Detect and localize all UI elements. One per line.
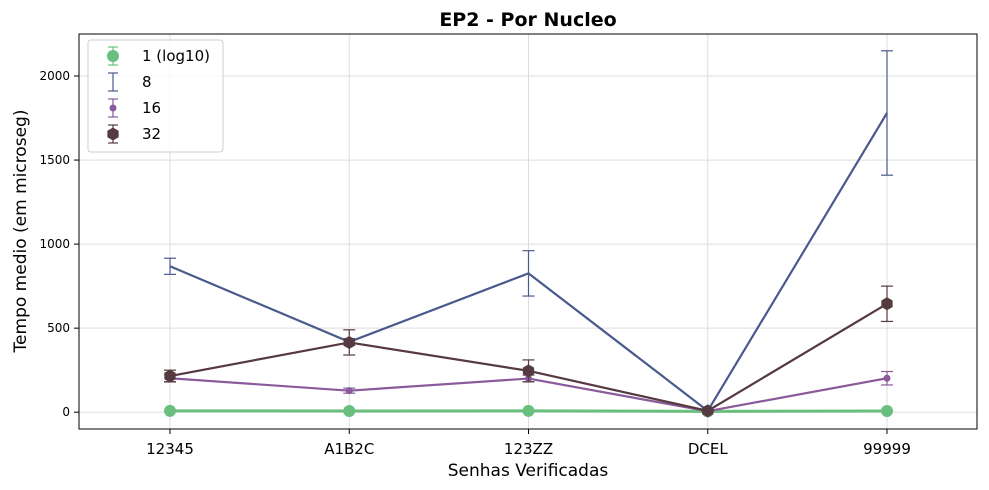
legend-label: 16	[142, 99, 161, 117]
y-tick-label: 1500	[39, 153, 70, 167]
x-axis: 12345 A1B2C 123ZZ DCEL 99999	[146, 429, 911, 458]
y-tick-label: 1000	[39, 237, 70, 251]
x-tick-label: 99999	[863, 440, 911, 458]
data-point	[881, 297, 893, 311]
x-tick-label: A1B2C	[324, 440, 374, 458]
x-tick-label: 12345	[146, 440, 194, 458]
legend-entry: 1 (log10)	[107, 46, 210, 66]
y-tick-label: 0	[62, 405, 70, 419]
data-point	[522, 364, 535, 378]
legend-marker	[107, 127, 119, 141]
legend-label: 8	[142, 73, 152, 91]
data-point	[345, 387, 353, 395]
legend-entry: 16	[108, 98, 161, 118]
legend-entry: 32	[107, 124, 161, 144]
x-axis-label: Senhas Verificadas	[448, 461, 609, 481]
data-point	[702, 404, 714, 418]
series-32	[164, 285, 893, 418]
data-point	[343, 405, 356, 418]
legend-label: 32	[142, 125, 161, 143]
chart-title: EP2 - Por Nucleo	[439, 9, 616, 31]
y-tick-label: 2000	[39, 69, 70, 83]
x-tick-label: DCEL	[688, 440, 729, 458]
y-axis: 0 500 1000 1500 2000	[39, 69, 79, 419]
data-point	[883, 374, 891, 382]
data-point	[164, 369, 176, 383]
legend-marker	[109, 104, 117, 112]
y-axis-label: Tempo medio (em microseg)	[11, 110, 31, 354]
y-tick-label: 500	[47, 321, 70, 335]
legend: 1 (log10) 8 16 32	[87, 39, 224, 153]
legend-marker	[107, 50, 119, 62]
data-point	[881, 405, 893, 418]
data-point	[343, 335, 355, 349]
legend-box	[87, 39, 224, 153]
legend-entry: 8	[108, 72, 152, 92]
legend-label: 1 (log10)	[142, 47, 210, 65]
data-point	[164, 404, 176, 417]
series-1-log10	[164, 404, 893, 418]
data-point	[522, 404, 535, 417]
plot-area	[164, 50, 893, 418]
x-tick-label: 123ZZ	[504, 440, 553, 458]
